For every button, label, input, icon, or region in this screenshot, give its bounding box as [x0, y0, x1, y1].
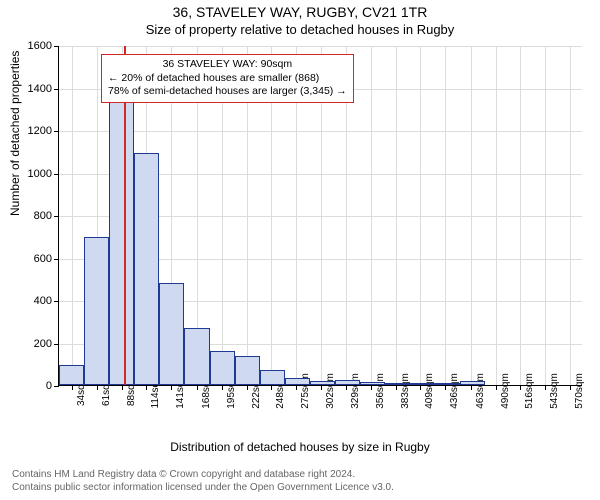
- x-tick: [396, 385, 397, 390]
- gridline-v: [520, 46, 521, 385]
- y-tick-label: 600: [22, 253, 52, 265]
- y-tick: [54, 301, 59, 302]
- x-tick: [496, 385, 497, 390]
- histogram-bar: [335, 380, 360, 385]
- x-tick: [520, 385, 521, 390]
- x-tick: [222, 385, 223, 390]
- histogram-bar: [159, 283, 184, 385]
- gridline-v: [72, 46, 73, 385]
- y-tick: [54, 174, 59, 175]
- x-tick-label: 490sqm: [500, 373, 511, 409]
- x-tick: [296, 385, 297, 390]
- x-tick: [371, 385, 372, 390]
- y-tick-label: 800: [22, 210, 52, 222]
- footer-line2: Contains public sector information licen…: [12, 482, 394, 495]
- histogram-bar: [59, 365, 84, 385]
- y-tick: [54, 131, 59, 132]
- y-tick: [54, 216, 59, 217]
- y-tick: [54, 89, 59, 90]
- y-tick-label: 1000: [22, 168, 52, 180]
- footer-attribution: Contains HM Land Registry data © Crown c…: [12, 469, 394, 494]
- x-tick: [346, 385, 347, 390]
- x-tick: [171, 385, 172, 390]
- y-tick-label: 400: [22, 295, 52, 307]
- histogram-bar: [235, 356, 260, 385]
- x-tick: [122, 385, 123, 390]
- gridline-v: [570, 46, 571, 385]
- histogram-bar: [109, 66, 134, 385]
- x-tick-label: 570sqm: [574, 373, 585, 409]
- gridline-v: [496, 46, 497, 385]
- histogram-bar: [260, 370, 285, 385]
- y-axis-label: Number of detached properties: [8, 51, 22, 216]
- annotation-box: 36 STAVELEY WAY: 90sqm ← 20% of detached…: [101, 54, 354, 103]
- y-tick-label: 1400: [22, 83, 52, 95]
- annotation-line1: 36 STAVELEY WAY: 90sqm: [108, 58, 347, 72]
- chart-area: 0200400600800100012001400160034sqm61sqm8…: [58, 46, 582, 422]
- x-tick-label: 356sqm: [375, 373, 386, 409]
- histogram-bar: [210, 351, 235, 385]
- histogram-bar: [134, 153, 159, 385]
- gridline-v: [396, 46, 397, 385]
- x-tick: [321, 385, 322, 390]
- x-tick: [247, 385, 248, 390]
- y-tick: [54, 386, 59, 387]
- x-tick-label: 436sqm: [449, 373, 460, 409]
- gridline-v: [471, 46, 472, 385]
- x-tick: [545, 385, 546, 390]
- x-tick: [146, 385, 147, 390]
- y-tick-label: 200: [22, 338, 52, 350]
- histogram-bar: [435, 383, 460, 385]
- histogram-bar: [84, 237, 109, 385]
- y-tick-label: 1200: [22, 125, 52, 137]
- x-tick-label: 543sqm: [549, 373, 560, 409]
- x-tick: [420, 385, 421, 390]
- histogram-bar: [410, 383, 435, 385]
- histogram-bar: [184, 328, 209, 385]
- annotation-line2: ← 20% of detached houses are smaller (86…: [108, 72, 347, 86]
- histogram-bar: [310, 381, 335, 385]
- x-tick: [271, 385, 272, 390]
- page-title-address: 36, STAVELEY WAY, RUGBY, CV21 1TR: [0, 0, 600, 20]
- x-tick-label: 329sqm: [350, 373, 361, 409]
- gridline-v: [371, 46, 372, 385]
- y-tick-label: 1600: [22, 40, 52, 52]
- gridline-v: [545, 46, 546, 385]
- x-tick-label: 302sqm: [325, 373, 336, 409]
- annotation-line3: 78% of semi-detached houses are larger (…: [108, 85, 347, 99]
- x-tick: [471, 385, 472, 390]
- x-tick: [72, 385, 73, 390]
- x-tick-label: 383sqm: [400, 373, 411, 409]
- page-subtitle: Size of property relative to detached ho…: [0, 20, 600, 39]
- plot-area: 0200400600800100012001400160034sqm61sqm8…: [58, 46, 582, 386]
- x-tick-label: 516sqm: [524, 373, 535, 409]
- x-tick: [97, 385, 98, 390]
- gridline-v: [420, 46, 421, 385]
- footer-line1: Contains HM Land Registry data © Crown c…: [12, 469, 394, 482]
- x-tick-label: 463sqm: [475, 373, 486, 409]
- y-tick: [54, 344, 59, 345]
- gridline-v: [445, 46, 446, 385]
- histogram-bar: [360, 382, 385, 385]
- x-axis-label: Distribution of detached houses by size …: [0, 440, 600, 454]
- histogram-bar: [285, 378, 310, 385]
- x-tick: [570, 385, 571, 390]
- y-tick: [54, 259, 59, 260]
- y-tick: [54, 46, 59, 47]
- x-tick: [197, 385, 198, 390]
- x-tick: [445, 385, 446, 390]
- y-tick-label: 0: [22, 380, 52, 392]
- x-tick-label: 409sqm: [424, 373, 435, 409]
- histogram-bar: [385, 383, 410, 385]
- histogram-bar: [460, 381, 485, 385]
